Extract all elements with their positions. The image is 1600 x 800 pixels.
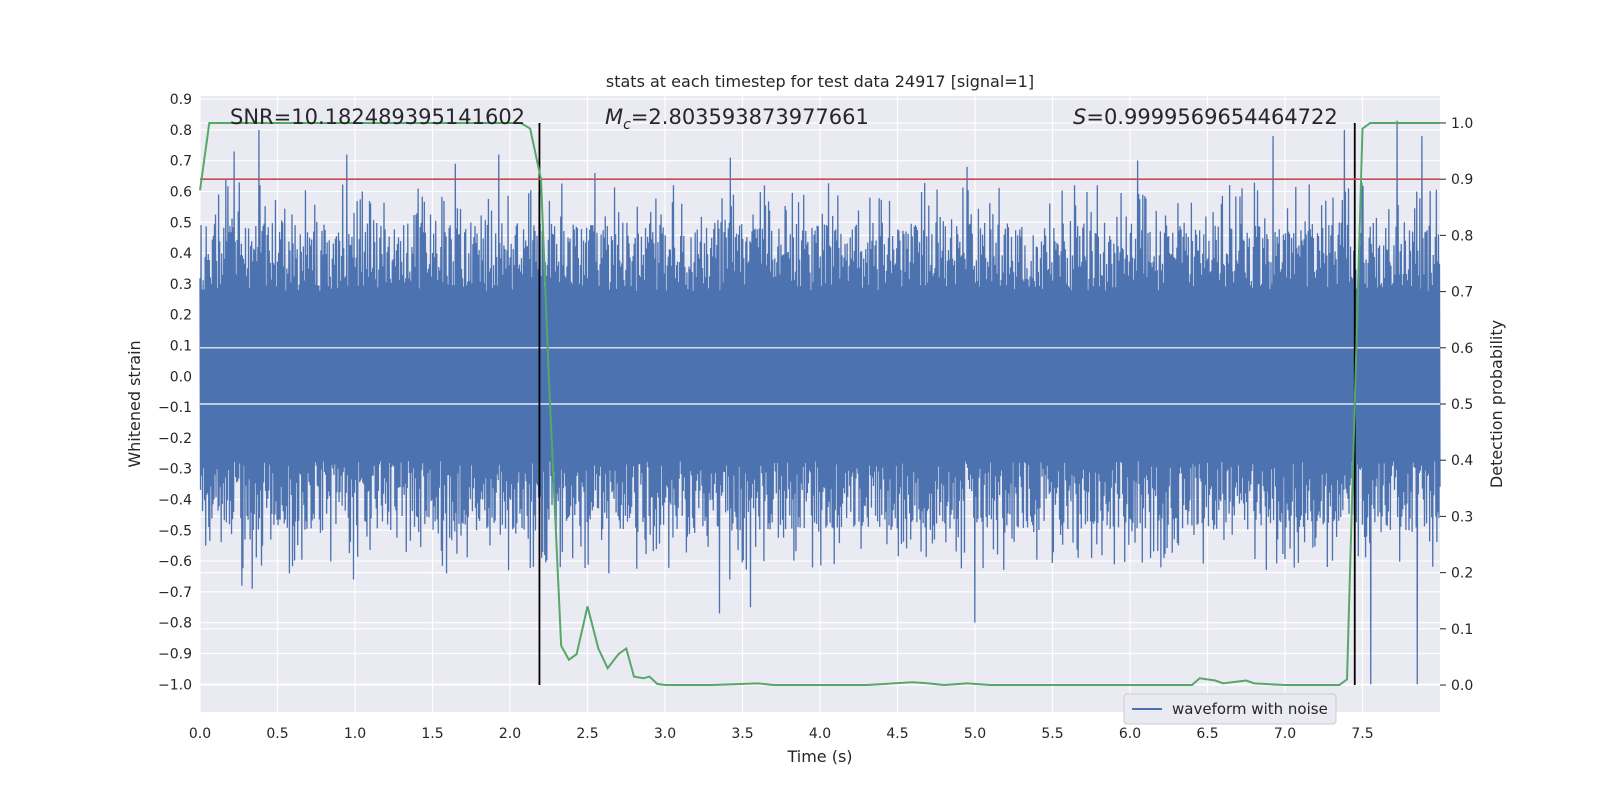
snr-annotation: SNR=10.182489395141602	[230, 105, 525, 129]
y-left-tick-label: −0.3	[158, 462, 192, 478]
x-tick-label: 6.0	[1119, 726, 1141, 742]
x-axis-label: Time (s)	[786, 747, 852, 766]
y-right-tick-label: 0.8	[1451, 228, 1473, 244]
y-left-tick-label: 0.4	[170, 246, 192, 262]
y-right-tick-label: 1.0	[1451, 116, 1473, 132]
y-right-tick-label: 0.1	[1451, 622, 1473, 638]
x-tick-label: 3.0	[654, 726, 676, 742]
left-axis-ticks: 0.9 0.8 0.7 0.6 0.5 0.4 0.3 0.2 0.1 0.0 −0.1 −0.2 −0…	[158, 92, 192, 693]
x-tick-label: 6.5	[1196, 726, 1218, 742]
y-right-tick-label: 0.4	[1451, 453, 1473, 469]
y-left-tick-label: −0.4	[158, 492, 192, 508]
y-right-tick-label: 0.3	[1451, 509, 1473, 525]
y-left-tick-label: −0.8	[158, 616, 192, 632]
x-tick-label: 2.0	[499, 726, 521, 742]
score-value: =0.9999569654464722	[1086, 105, 1337, 129]
y-left-tick-label: 0.7	[170, 154, 192, 170]
y-right-tick-label: 0.9	[1451, 172, 1473, 188]
y-left-tick-label: 0.8	[170, 123, 192, 139]
y-left-tick-label: 0.6	[170, 184, 192, 200]
y-left-tick-label: −0.5	[158, 523, 192, 539]
x-axis-ticks: 0.0 0.5 1.0 1.5 2.0 2.5 3.0 3.5 4.0 4.5 5.0 5.5 6.0 6…	[189, 726, 1374, 742]
legend-entry: waveform with noise	[1172, 700, 1328, 718]
detection-probability-series	[199, 121, 1440, 687]
x-tick-label: 4.0	[809, 726, 831, 742]
y-right-tick-label: 0.6	[1451, 341, 1473, 357]
chirp-mass-annotation: Mc=2.803593873977661	[605, 105, 869, 133]
y-left-tick-label: −0.7	[158, 585, 192, 601]
x-tick-label: 3.5	[731, 726, 753, 742]
y-left-tick-label: 0.3	[170, 277, 192, 293]
y-left-tick-label: −0.9	[158, 646, 192, 662]
score-symbol: S	[1073, 105, 1086, 129]
chirp-mass-symbol: M	[605, 105, 623, 129]
y-left-tick-label: 0.0	[170, 369, 192, 385]
x-tick-label: 7.5	[1351, 726, 1373, 742]
chart-title: stats at each timestep for test data 249…	[606, 72, 1034, 91]
x-tick-label: 4.5	[886, 726, 908, 742]
x-tick-label: 7.0	[1274, 726, 1296, 742]
chirp-mass-value: =2.803593873977661	[631, 105, 869, 129]
y-right-tick-label: 0.0	[1451, 678, 1473, 694]
y-right-tick-label: 0.5	[1451, 397, 1473, 413]
waveform-dense-band	[200, 293, 1440, 460]
score-annotation: S=0.9999569654464722	[1073, 105, 1338, 129]
y-left-tick-label: −0.1	[158, 400, 192, 416]
y-left-tick-label: 0.2	[170, 308, 192, 324]
probability-line	[199, 121, 1440, 687]
x-tick-label: 2.5	[576, 726, 598, 742]
chirp-mass-subscript: c	[623, 117, 631, 133]
y-left-tick-label: 0.1	[170, 338, 192, 354]
waveform-with-noise-series	[199, 120, 1441, 685]
y-left-tick-label: −0.2	[158, 431, 192, 447]
x-tick-label: 5.0	[964, 726, 986, 742]
x-tick-label: 0.5	[266, 726, 288, 742]
y-right-tick-label: 0.2	[1451, 566, 1473, 582]
x-tick-label: 5.5	[1041, 726, 1063, 742]
x-tick-label: 1.0	[344, 726, 366, 742]
right-axis-ticks: 0.0 0.1 0.2 0.3 0.4 0.5 0.6 0.7 0.8 0.9 1.0	[1440, 116, 1473, 694]
legend: waveform with noise	[1123, 693, 1337, 725]
y-left-tick-label: 0.9	[170, 92, 192, 108]
y-left-tick-label: 0.5	[170, 215, 192, 231]
y-left-tick-label: −0.6	[158, 554, 192, 570]
x-tick-label: 1.5	[421, 726, 443, 742]
y-axis-right-label: Detection probability	[1487, 320, 1506, 488]
x-tick-label: 0.0	[189, 726, 211, 742]
y-axis-left-label: Whitened strain	[125, 340, 144, 467]
legend-box	[1123, 693, 1337, 725]
y-right-tick-label: 0.7	[1451, 285, 1473, 301]
y-left-tick-label: −1.0	[158, 677, 192, 693]
